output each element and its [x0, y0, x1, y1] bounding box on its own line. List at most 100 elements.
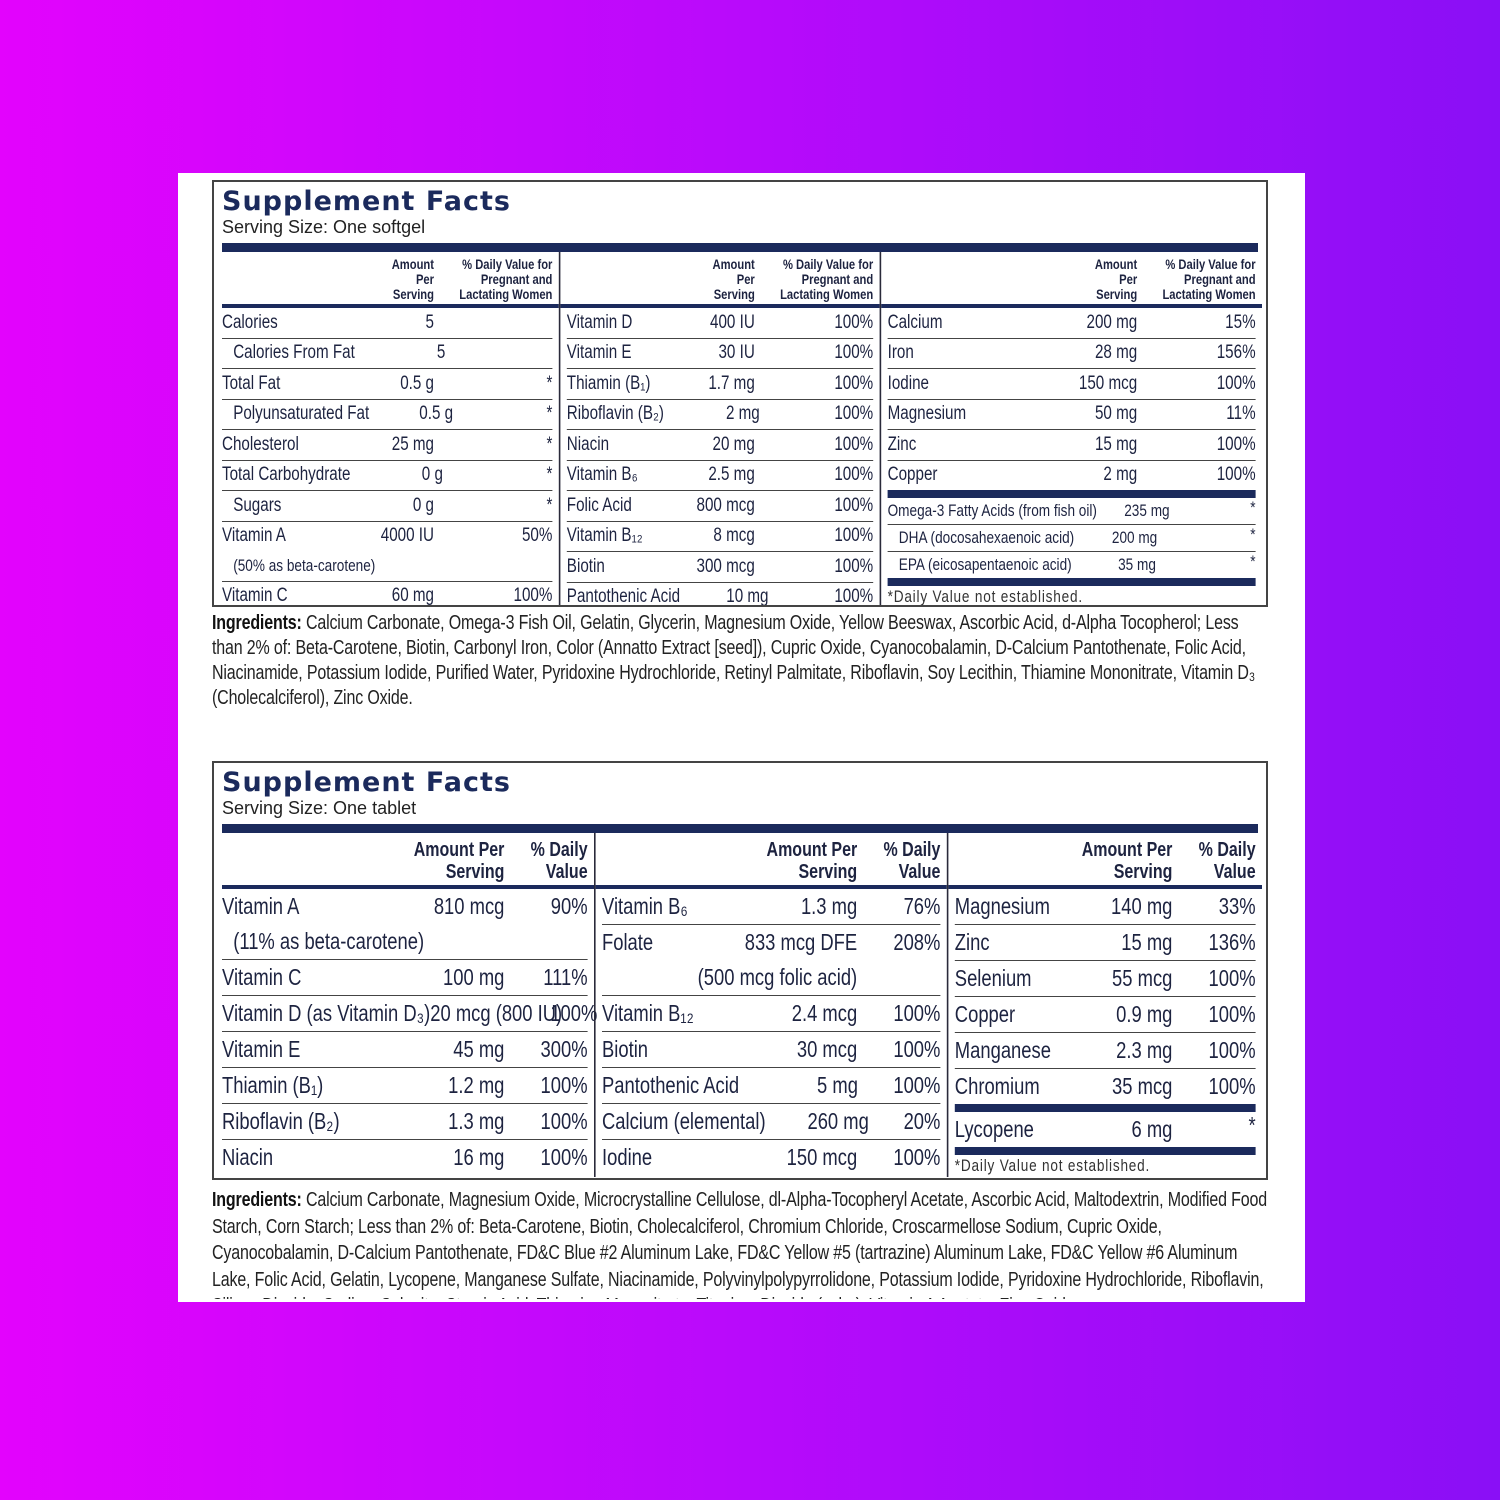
row-line: Calcium 200 mg 15% — [888, 308, 1256, 338]
amount: 10 mg — [726, 586, 769, 607]
header-dv-cell: % Daily Value — [1172, 839, 1256, 883]
nutrient-name: Zinc — [887, 433, 917, 455]
header-dv-cell: % Daily Value for Pregnant and Lactating… — [1137, 257, 1255, 302]
nutrient-name: Manganese — [954, 1037, 1051, 1063]
nutrient-name: Riboflavin (B₂) — [222, 1108, 340, 1134]
rows: Lycopene 6 mg * — [955, 1112, 1256, 1147]
amount: 20 mcg (800 IU) — [430, 1000, 563, 1026]
nutrient-row: EPA (eicosapentaenoic acid) 35 mg * — [888, 552, 1256, 578]
daily-value: 100% — [540, 1144, 588, 1170]
daily-value: 208% — [893, 929, 941, 955]
row-line: Thiamin (B₁) 1.2 mg 100% — [222, 1068, 588, 1103]
ingredients-block: Ingredients: Calcium Carbonate, Omega-3 … — [212, 611, 1268, 711]
daily-value: 90% — [550, 893, 588, 919]
nutrient-row: Lycopene 6 mg * — [955, 1112, 1256, 1147]
footnote: *Daily Value not established. — [887, 587, 1083, 606]
amount: 28 mg — [1094, 342, 1138, 364]
daily-value: 50% — [521, 525, 553, 547]
nutrient-name: Pantothenic Acid — [566, 586, 681, 607]
column: Amount Per Serving % Daily Value for Preg… — [879, 252, 1262, 606]
header-amount: Amount Per Serving — [413, 839, 505, 883]
nutrient-row: Copper 0.9 mg 100% — [954, 997, 1256, 1033]
label-card: Supplement Facts Serving Size: One softge… — [178, 173, 1305, 1302]
panel-title: Supplement Facts — [222, 186, 511, 217]
nutrient-row: Folate 833 mcg DFE 208% (500 mcg folic acid… — [602, 925, 941, 996]
daily-value: 100% — [834, 433, 874, 455]
row-line: Lycopene 6 mg * — [955, 1112, 1256, 1147]
daily-value: 156% — [1216, 342, 1256, 364]
daily-value: 100% — [834, 311, 874, 333]
row-line: Vitamin A 810 mcg 90% — [222, 889, 588, 924]
nutrient-name: Vitamin C — [222, 964, 302, 990]
nutrient-name: Iodine — [887, 372, 930, 394]
columns-wrap: Amount Per Serving % Daily Value Vitamin A… — [222, 833, 1262, 1177]
row-line: Vitamin C 100 mg 111% — [222, 960, 588, 995]
row-line: Chromium 35 mcg 100% — [955, 1069, 1256, 1104]
header-amount: Amount Per Serving — [391, 256, 434, 302]
daily-value: 100% — [834, 586, 874, 607]
amount: 260 mg — [807, 1108, 869, 1134]
thick-bar — [954, 1147, 1256, 1155]
column: Amount Per Serving % Daily Value Vitamin A… — [222, 833, 597, 1177]
row-line: Pantothenic Acid 10 mg 100% — [566, 583, 874, 607]
nutrient-name: Calcium — [887, 311, 943, 333]
column-header: Amount Per Serving % Daily Value — [222, 833, 588, 885]
header-dv: % Daily Value for Pregnant and Lactating… — [1162, 256, 1256, 302]
row-line: Iron 28 mg 156% — [888, 339, 1256, 369]
nutrient-row: Magnesium 50 mg 11% — [887, 400, 1256, 430]
thick-bar — [887, 578, 1256, 586]
daily-value: 100% — [834, 372, 874, 394]
amount: 30 mcg — [796, 1036, 858, 1062]
column-header: Amount Per Serving % Daily Value for Preg… — [888, 252, 1256, 304]
header-dv: % Daily Value for Pregnant and Lactating… — [780, 256, 874, 302]
amount: 35 mcg — [1112, 1073, 1173, 1099]
nutrient-name: Total Fat — [222, 372, 281, 394]
row-line: Niacin 20 mg 100% — [567, 430, 873, 460]
row-line: Folate 833 mcg DFE 208% — [602, 925, 940, 960]
daily-value: 100% — [834, 555, 874, 577]
nutrient-row: Vitamin E 30 IU 100% — [566, 339, 874, 369]
columns-wrap: Amount Per Serving % Daily Value for Preg… — [222, 252, 1262, 607]
nutrient-row: Pantothenic Acid 5 mg 100% — [602, 1068, 941, 1104]
nutrient-row: Folic Acid 800 mcg 100% — [566, 491, 874, 522]
amount: 60 mg — [391, 585, 434, 607]
column: Amount Per Serving % Daily Value for Preg… — [558, 252, 880, 607]
amount: 140 mg — [1111, 893, 1173, 919]
nutrient-row: Biotin 300 mcg 100% — [566, 552, 874, 583]
nutrient-name: Magnesium — [954, 893, 1050, 919]
nutrient-row: Riboflavin (B₂) 2 mg 100% — [566, 400, 874, 430]
nutrient-row: Magnesium 140 mg 33% — [954, 889, 1256, 925]
amount: 800 mcg — [696, 494, 755, 516]
amount: 1.3 mg — [800, 893, 858, 919]
nutrient-row: Vitamin A 810 mcg 90% (11% as beta-carotene… — [222, 889, 588, 960]
header-dv-cell: % Daily Value for Pregnant and Lactating… — [434, 257, 552, 302]
daily-value: 11% — [1226, 403, 1256, 425]
header-amount-cell: Amount Per Serving — [334, 257, 434, 302]
nutrient-name: Sugars — [233, 494, 282, 516]
nutrient-row: Vitamin C 100 mg 111% — [222, 960, 588, 996]
amount: 1.7 mg — [708, 372, 755, 394]
daily-value: * — [546, 403, 553, 425]
daily-value: 300% — [540, 1036, 588, 1062]
amount: 2 mg — [1103, 464, 1138, 486]
nutrient-row: Copper 2 mg 100% — [888, 461, 1256, 491]
nutrient-row: Vitamin B₁₂ 2.4 mcg 100% — [602, 996, 941, 1032]
row-line: Vitamin A 4000 IU 50% — [222, 522, 552, 552]
header-dv-cell: % Daily Value — [857, 839, 940, 883]
daily-value: * — [546, 372, 553, 394]
nutrient-row: Vitamin E 45 mg 300% — [222, 1032, 588, 1068]
nutrient-name: Folate — [602, 929, 654, 955]
nutrient-row: Sugars 0 g * — [222, 491, 553, 522]
ingredients-text-wrap: Ingredients: Calcium Carbonate, Magnesiu… — [212, 1187, 1268, 1299]
amount: 30 IU — [718, 342, 755, 364]
amount: 15 mg — [1094, 433, 1138, 455]
nutrient-name: Vitamin D (as Vitamin D₃) — [222, 1000, 431, 1026]
daily-value: 100% — [540, 1108, 588, 1134]
rows: Omega-3 Fatty Acids (from fish oil) 235 m… — [887, 498, 1256, 578]
nutrient-name: Vitamin B₁₂ — [566, 525, 643, 547]
amount: 2 mg — [725, 403, 760, 425]
nutrient-row: Chromium 35 mcg 100% — [955, 1069, 1256, 1104]
nutrient-name: Thiamin (B₁) — [566, 372, 651, 394]
nutrient-row: Zinc 15 mg 136% — [954, 925, 1256, 961]
